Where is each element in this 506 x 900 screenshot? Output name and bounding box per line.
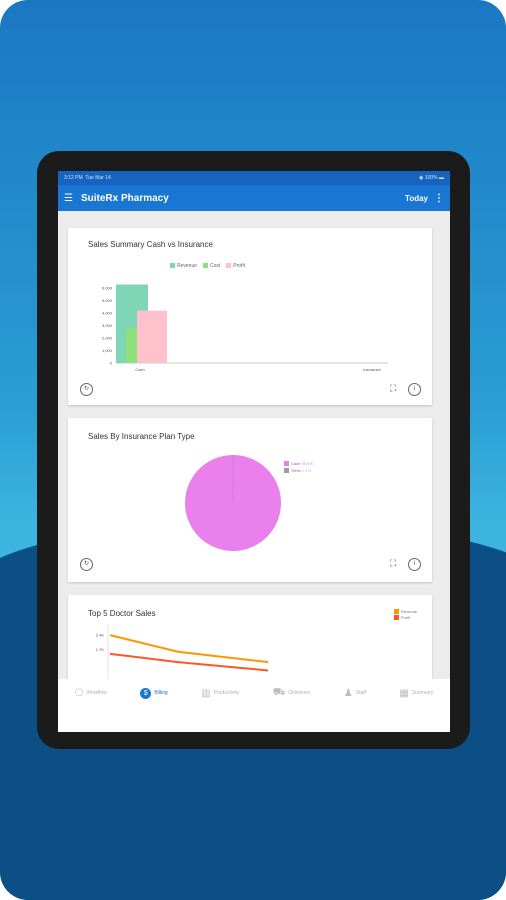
legend-revenue: Revenue	[170, 263, 197, 269]
battery-icon: ▬	[439, 175, 444, 181]
app-bar: ☰ SuiteRx Pharmacy Today ⋮	[58, 185, 450, 211]
wifi-icon: ◉	[419, 175, 424, 181]
y-tick-label: 2.4K	[96, 633, 105, 638]
pie-chart	[184, 455, 281, 551]
nav-item-workflow[interactable]: ⎔ Workflow	[75, 688, 107, 699]
nav-label: Summary	[411, 690, 434, 696]
productivity-icon: ▥	[201, 687, 211, 699]
app-screen: 3:12 PM Tue Mar 14 ◉ 100% ▬ ☰ SuiteRx Ph…	[58, 171, 450, 732]
card-title: Sales Summary Cash vs Insurance	[88, 240, 213, 249]
date-range-selector[interactable]: Today	[405, 193, 428, 203]
y-tick-label: 6,000	[102, 286, 113, 291]
more-vert-icon[interactable]: ⋮	[434, 192, 444, 204]
bottom-navigation: ⎔ Workflow $ Billing ▥ Productivity ⛟ Deliverie…	[58, 679, 450, 707]
nav-item-summary[interactable]: ▦ Summary	[399, 688, 433, 699]
bar-profit	[137, 310, 167, 363]
summary-icon: ▦	[399, 687, 409, 699]
info-icon[interactable]: i	[408, 383, 421, 396]
bar-cost	[126, 328, 138, 363]
deliveries-icon: ⛟	[272, 686, 286, 698]
legend-cash: Cash 99.9%	[284, 460, 313, 467]
x-tick-label: Cash	[135, 367, 144, 372]
top-doctor-sales-card: Top 5 Doctor Sales Revenue Profit 2.4K 1.…	[68, 595, 432, 685]
workflow-icon: ⎔	[74, 687, 84, 699]
legend-profit: Profit	[226, 263, 245, 269]
y-tick-label: 0	[110, 361, 113, 366]
x-tick-label: Insurance	[363, 367, 381, 372]
legend-cost: Cost	[203, 263, 220, 269]
nav-label: Billing	[154, 690, 168, 696]
nav-item-staff[interactable]: ♟ Staff	[344, 688, 366, 699]
battery-level: 100%	[424, 175, 438, 181]
line-legend: Revenue Profit	[394, 609, 417, 621]
info-icon[interactable]: i	[408, 558, 421, 571]
status-time: 3:12 PM	[64, 175, 83, 181]
pie-legend: Cash 99.9% Other 0.1%	[284, 460, 313, 474]
nav-label: Deliveries	[288, 690, 311, 696]
chart-legend: Revenue Cost Profit	[170, 263, 245, 269]
sales-summary-card: Sales Summary Cash vs Insurance Revenue …	[68, 228, 432, 405]
menu-icon[interactable]: ☰	[64, 192, 73, 204]
y-tick-label: 5,000	[102, 298, 113, 303]
line-chart: 2.4K 1.7K	[96, 625, 269, 685]
billing-icon: $	[140, 687, 152, 699]
nav-footer	[58, 707, 450, 732]
y-tick-label: 1,000	[102, 348, 113, 353]
status-bar: 3:12 PM Tue Mar 14 ◉ 100% ▬	[58, 171, 450, 185]
legend-profit: Profit	[394, 615, 417, 621]
nav-label: Workflow	[86, 690, 107, 696]
refresh-icon[interactable]: ↻	[80, 383, 93, 396]
expand-icon[interactable]: ⛶	[390, 383, 397, 393]
line-profit	[109, 652, 269, 672]
card-title: Top 5 Doctor Sales	[88, 609, 156, 618]
expand-icon[interactable]: ⛶	[390, 558, 397, 568]
y-tick-label: 3,000	[102, 323, 113, 328]
card-title: Sales By Insurance Plan Type	[88, 432, 195, 441]
nav-label: Productivity	[213, 690, 240, 696]
legend-other: Other 0.1%	[284, 467, 313, 474]
nav-item-billing[interactable]: $ Billing	[140, 687, 168, 699]
staff-icon: ♟	[343, 687, 353, 699]
bar-chart: 0 1,000 2,000 3,000 4,000 5,000 6,000 Cash Insur…	[102, 284, 388, 372]
y-tick-label: 4,000	[102, 311, 113, 316]
legend-revenue: Revenue	[394, 609, 417, 615]
nav-item-deliveries[interactable]: ⛟ Deliveries	[273, 687, 311, 700]
line-revenue	[109, 634, 269, 664]
refresh-icon[interactable]: ↻	[80, 558, 93, 571]
nav-item-productivity[interactable]: ▥ Productivity	[201, 688, 239, 699]
nav-label: Staff	[355, 690, 366, 696]
status-date: Tue Mar 14	[85, 175, 111, 181]
app-title: SuiteRx Pharmacy	[80, 192, 169, 204]
y-tick-label: 2,000	[102, 336, 113, 341]
y-tick-label: 1.7K	[96, 647, 105, 652]
insurance-plan-card: Sales By Insurance Plan Type Cash 99.9% …	[68, 418, 432, 582]
